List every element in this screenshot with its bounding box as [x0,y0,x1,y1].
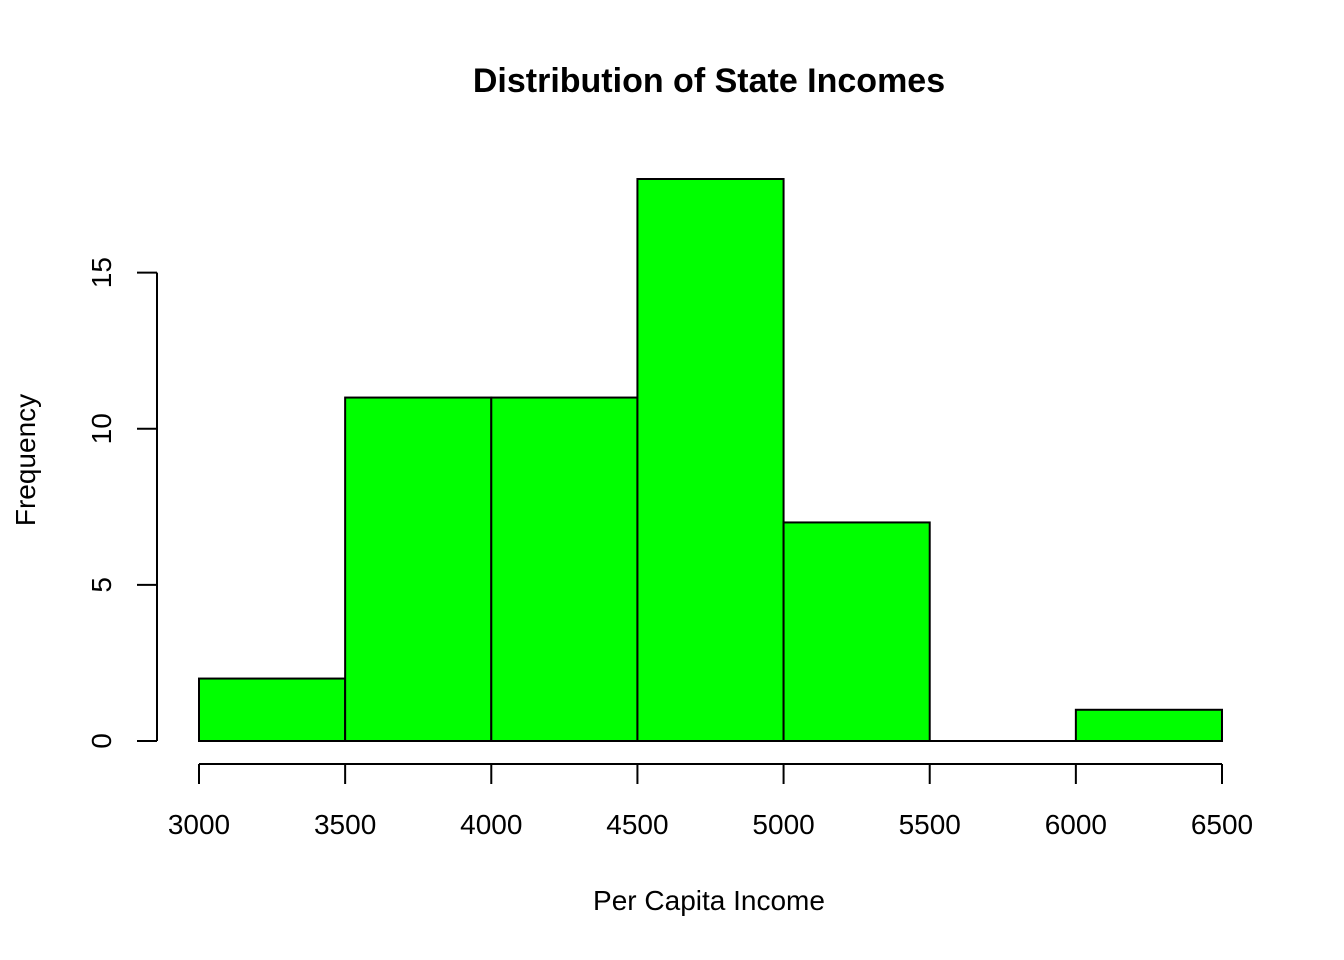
y-tick-label-15: 15 [86,257,117,288]
x-tick-label-4000: 4000 [460,809,522,840]
y-tick-label-0: 0 [86,733,117,749]
x-tick-label-5000: 5000 [752,809,814,840]
x-tick-label-6000: 6000 [1045,809,1107,840]
y-tick-label-5: 5 [86,577,117,593]
histogram-bar-0 [198,677,347,742]
chart-title: Distribution of State Incomes [473,62,945,100]
y-axis-label: Frequency [10,394,41,526]
x-axis-label: Per Capita Income [593,885,825,916]
x-axis: 3000 3500 4000 4500 5000 5500 6000 6500 [168,763,1253,840]
bars [198,178,1224,743]
y-tick-label-10: 10 [86,413,117,444]
histogram-bar-2 [490,396,639,742]
x-tick-label-3500: 3500 [314,809,376,840]
x-tick-label-4500: 4500 [606,809,668,840]
x-tick-label-5500: 5500 [899,809,961,840]
y-axis: 0 5 10 15 [86,257,158,749]
x-tick-label-6500: 6500 [1191,809,1253,840]
histogram-bar-3 [636,178,785,742]
histogram-bar-4 [782,521,931,743]
x-tick-label-3000: 3000 [168,809,230,840]
histogram-bar-1 [344,396,493,742]
histogram-bar-6 [1074,708,1224,742]
